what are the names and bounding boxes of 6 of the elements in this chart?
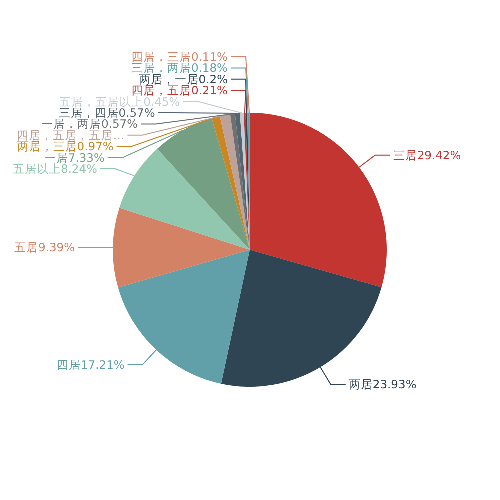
slice-label: 四居17.21% [56, 358, 125, 372]
slice-label: 三居29.42% [393, 148, 462, 162]
slice-label: 两居23.93% [348, 378, 417, 392]
slice-label: 五居以上8.24% [12, 162, 98, 176]
slice-label: 五居9.39% [14, 240, 76, 255]
slice-label: 四居，三居0.11% [131, 50, 228, 64]
